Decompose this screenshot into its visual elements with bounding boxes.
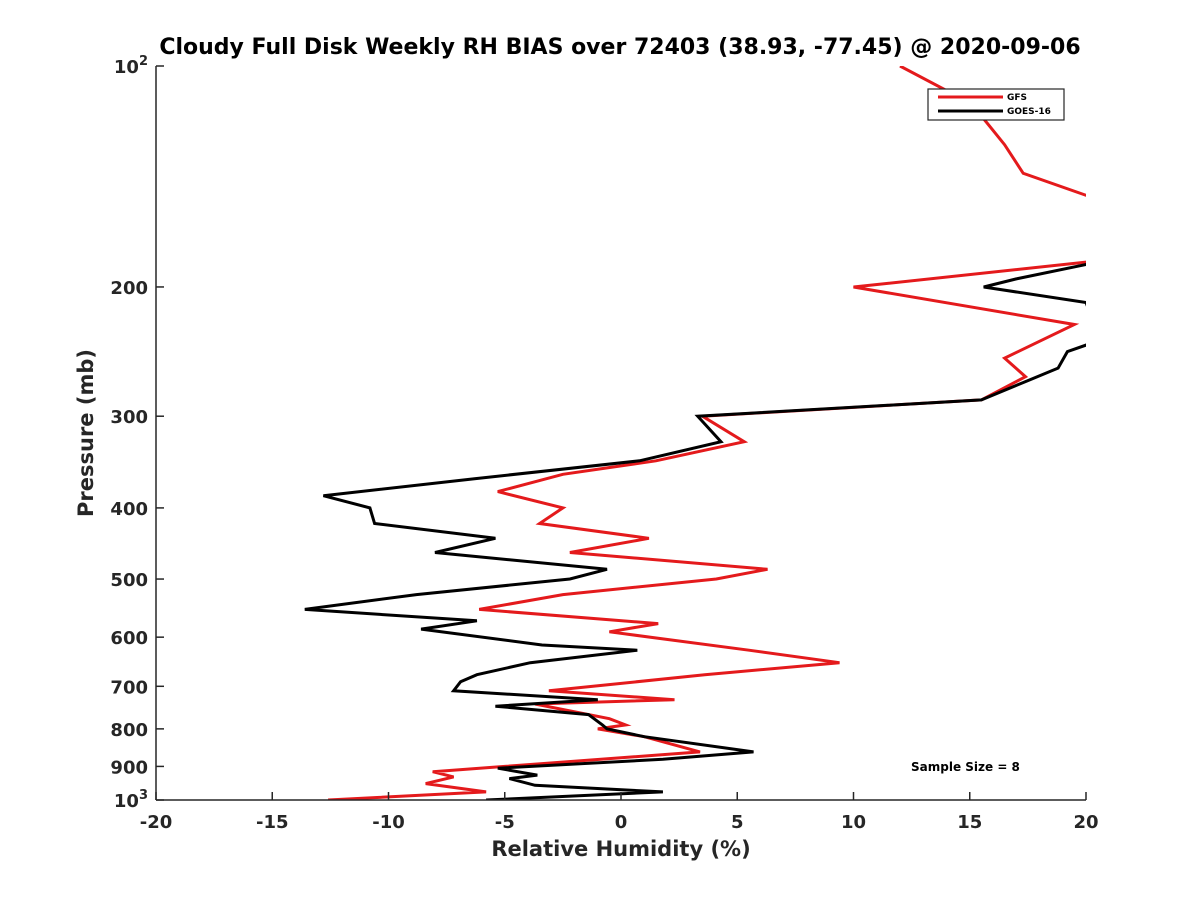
x-tick-label: 5 <box>731 812 744 833</box>
x-tick-label: -10 <box>372 812 405 833</box>
y-tick-label: 700 <box>110 677 148 698</box>
y-tick-label: 500 <box>110 570 148 591</box>
legend: GFS GOES-16 <box>927 88 1065 121</box>
x-tick-label: -5 <box>495 812 515 833</box>
legend-label-goes16: GOES-16 <box>1007 107 1051 117</box>
y-tick-label: 300 <box>110 407 148 428</box>
y-ticks: 102 200 300 400 500 600 700 800 900 103 <box>110 54 164 812</box>
y-tick-label: 800 <box>110 720 148 741</box>
x-tick-label: 20 <box>1073 812 1098 833</box>
x-ticks: -20 -15 -10 -5 0 5 10 15 20 <box>140 792 1099 833</box>
x-tick-label: -20 <box>140 812 173 833</box>
sample-size-note: Sample Size = 8 <box>911 760 1020 774</box>
series-layer <box>304 66 1086 800</box>
x-axis-label: Relative Humidity (%) <box>491 837 750 861</box>
y-tick-label: 200 <box>110 278 148 299</box>
y-tick-label: 102 <box>114 54 148 78</box>
y-tick-label: 600 <box>110 628 148 649</box>
y-tick-label: 900 <box>110 757 148 778</box>
legend-label-gfs: GFS <box>1007 93 1027 103</box>
y-tick-label: 103 <box>114 788 148 812</box>
x-tick-label: 0 <box>615 812 628 833</box>
chart-title: Cloudy Full Disk Weekly RH BIAS over 724… <box>159 35 1080 60</box>
y-axis-label: Pressure (mb) <box>74 349 98 517</box>
y-tick-label: 400 <box>110 499 148 520</box>
x-tick-label: 10 <box>841 812 866 833</box>
x-tick-label: 15 <box>957 812 982 833</box>
series-line-goes16 <box>304 262 1086 800</box>
legend-box <box>927 88 1065 121</box>
x-tick-label: -15 <box>256 812 289 833</box>
